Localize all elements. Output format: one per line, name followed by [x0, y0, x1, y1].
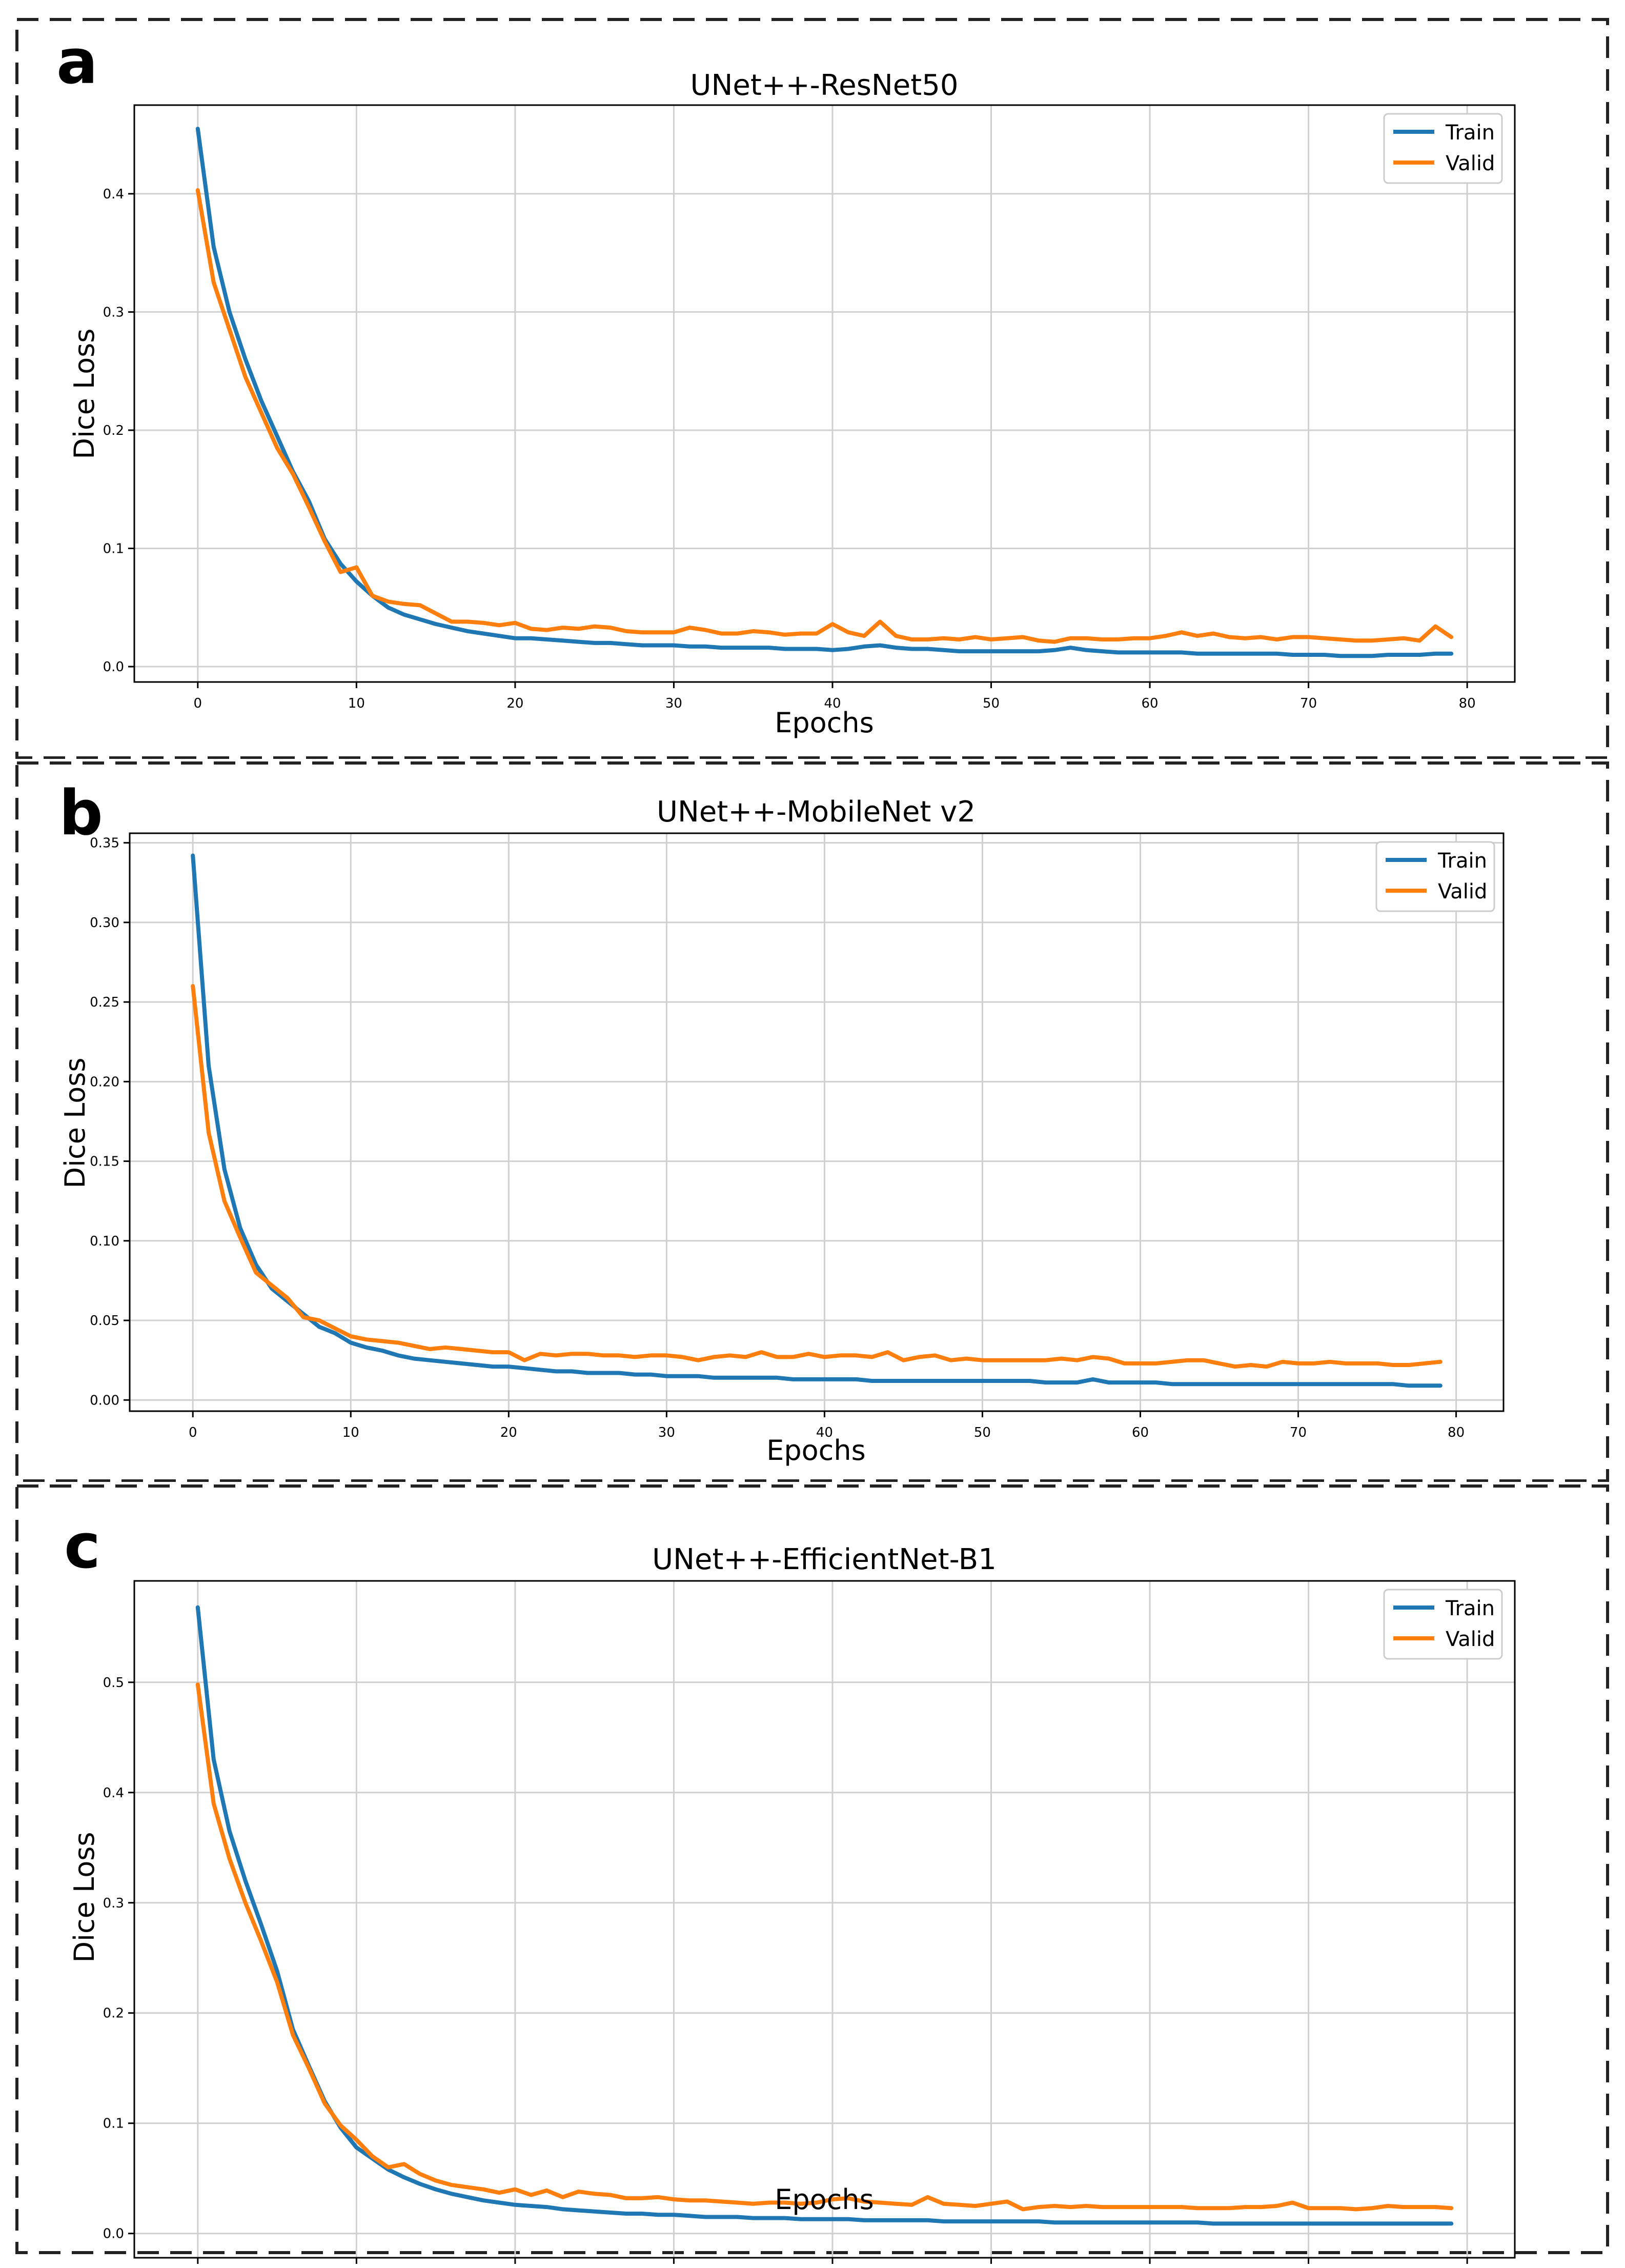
x-tick-label-b: 70	[1290, 1425, 1307, 1440]
panel-label-b: b	[59, 778, 103, 849]
y-ticks-c: 0.0 0.1 0.2 0.3 0.4 0.5	[103, 1675, 134, 2242]
panel-label-a: a	[56, 27, 98, 98]
plot-frame-c	[133, 1580, 1516, 2259]
legend-a: Train Valid	[1383, 113, 1503, 184]
y-tick-label-b: 0.05	[90, 1313, 119, 1329]
y-ticks-a: 0.0 0.1 0.2 0.3 0.4	[103, 187, 134, 675]
y-tick-label-c: 0.1	[103, 2116, 124, 2132]
x-tick-label-a: 0	[194, 696, 202, 711]
panel-b: b UNet++-MobileNet v2 0 10 20 30 40 50 60 70 80 …	[0, 759, 1625, 1482]
grid-b	[130, 833, 1504, 1411]
x-tick-label-b: 80	[1448, 1425, 1465, 1440]
y-tick-label-b: 0.25	[90, 995, 119, 1010]
series-line-train-b	[191, 853, 1443, 1388]
y-tick-label-a: 0.2	[103, 423, 124, 438]
x-tick-label-a: 70	[1300, 696, 1317, 711]
x-axis-label-b: Epochs	[766, 1434, 865, 1467]
legend-valid-label-b: Valid	[1438, 880, 1487, 904]
y-tick-label-c: 0.4	[103, 1785, 124, 1801]
y-tick-label-b: 0.20	[90, 1074, 119, 1090]
series-line-valid-b	[191, 984, 1443, 1369]
x-axis-label-a: Epochs	[775, 707, 874, 739]
x-tick-label-a: 50	[983, 696, 1000, 711]
y-tick-label-a: 0.4	[103, 187, 124, 202]
plot-frame-a	[133, 104, 1516, 683]
y-tick-label-c: 0.5	[103, 1675, 124, 1691]
series-layer-b	[191, 853, 1443, 1388]
x-tick-label-a: 30	[665, 696, 682, 711]
legend-valid-label-c: Valid	[1446, 1628, 1495, 1651]
y-tick-label-b: 0.35	[90, 836, 119, 851]
x-tick-label-b: 0	[189, 1425, 197, 1440]
x-tick-label-b: 40	[816, 1425, 833, 1440]
x-tick-label-a: 80	[1459, 696, 1476, 711]
panel-border-c	[15, 1484, 1609, 2254]
y-axis-label-b: Dice Loss	[59, 1057, 91, 1188]
series-line-valid-a	[195, 188, 1454, 644]
panel-label-c: c	[64, 1511, 100, 1582]
chart-b: b UNet++-MobileNet v2 0 10 20 30 40 50 60 70 80 …	[15, 761, 1609, 1482]
y-tick-label-c: 0.0	[103, 2226, 124, 2242]
panel-c: c UNet++-EfficientNet-B1 010203040506070…	[0, 1482, 1625, 2266]
series-line-train-c	[195, 1605, 1454, 2226]
panel-a: a UNet++-ResNet50 0 10 20 30 40 50 60 70 80 0.0 0…	[0, 0, 1625, 759]
legend-train-label-b: Train	[1437, 849, 1487, 873]
grid-a	[134, 105, 1515, 682]
y-tick-label-a: 0.0	[103, 659, 124, 675]
x-tick-label-b: 30	[658, 1425, 675, 1440]
panel-border-b	[15, 761, 1609, 1482]
x-ticks-a: 0 10 20 30 40 50 60 70 80	[194, 682, 1476, 711]
chart-title-b: UNet++-MobileNet v2	[657, 795, 976, 829]
y-axis-label-c: Dice Loss	[68, 1832, 100, 1962]
y-axis-label-a: Dice Loss	[68, 328, 100, 459]
y-tick-label-c: 0.2	[103, 2006, 124, 2021]
series-line-valid-c	[195, 1682, 1454, 2212]
series-layer-c	[195, 1605, 1454, 2226]
x-tick-label-a: 20	[506, 696, 523, 711]
panel-border-a	[15, 18, 1609, 759]
grid-c	[134, 1581, 1515, 2258]
series-layer-a	[195, 127, 1454, 658]
x-tick-label-b: 50	[974, 1425, 991, 1440]
y-tick-label-b: 0.30	[90, 915, 119, 931]
x-tick-label-b: 20	[500, 1425, 517, 1440]
x-axis-label-c: Epochs	[775, 2183, 874, 2216]
legend-b: Train Valid	[1375, 841, 1495, 912]
series-line-train-a	[195, 127, 1454, 658]
chart-title-c: UNet++-EfficientNet-B1	[652, 1543, 997, 1576]
x-tick-label-b: 10	[342, 1425, 359, 1440]
y-tick-label-c: 0.3	[103, 1896, 124, 1911]
chart-title-a: UNet++-ResNet50	[690, 69, 959, 102]
legend-train-label-c: Train	[1445, 1597, 1495, 1620]
x-ticks-b: 0 10 20 30 40 50 60 70 80	[189, 1411, 1465, 1440]
chart-c: c UNet++-EfficientNet-B1 010203040506070…	[15, 1484, 1609, 2264]
x-tick-label-b: 60	[1132, 1425, 1149, 1440]
legend-c: Train Valid	[1383, 1589, 1503, 1660]
x-tick-label-a: 60	[1142, 696, 1159, 711]
x-tick-label-a: 10	[348, 696, 365, 711]
legend-train-label-a: Train	[1445, 121, 1495, 145]
plot-frame-b	[129, 832, 1505, 1412]
legend-valid-label-a: Valid	[1446, 152, 1495, 175]
x-tick-label-a: 40	[824, 696, 841, 711]
chart-a: a UNet++-ResNet50 0 10 20 30 40 50 60 70 80 0.00…	[15, 18, 1609, 759]
y-tick-label-a: 0.3	[103, 305, 124, 320]
y-tick-label-b: 0.15	[90, 1154, 119, 1170]
y-tick-label-a: 0.1	[103, 541, 124, 556]
y-tick-label-b: 0.00	[90, 1393, 119, 1408]
y-tick-label-b: 0.10	[90, 1234, 119, 1249]
y-ticks-b: 0.00 0.05 0.10 0.15 0.20 0.25 0.30 0.35	[90, 836, 130, 1408]
